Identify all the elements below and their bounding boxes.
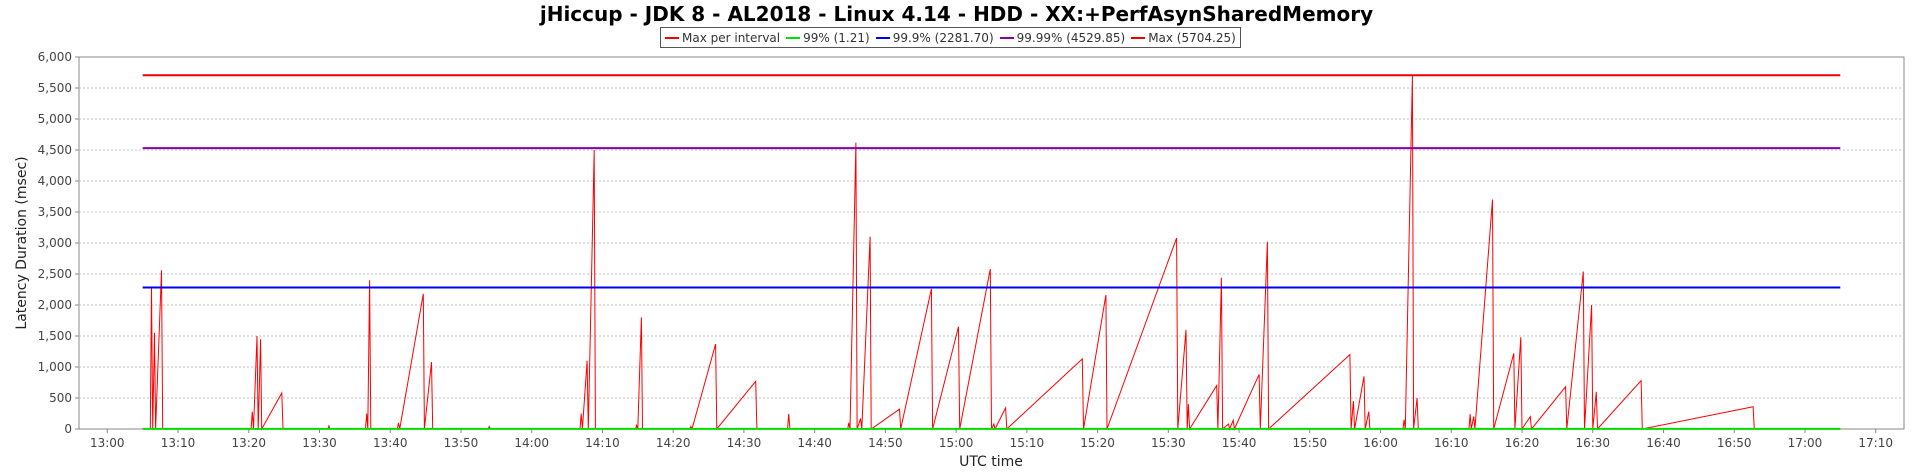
- x-tick-label: 16:10: [1434, 436, 1469, 450]
- y-tick-label: 4,500: [38, 143, 72, 157]
- x-tick-label: 16:00: [1363, 436, 1398, 450]
- y-tick-label: 5,500: [38, 81, 72, 95]
- legend-label: 99.99% (4529.85): [1016, 30, 1126, 45]
- x-tick-label: 15:00: [939, 436, 974, 450]
- y-tick-label: 500: [49, 391, 72, 405]
- y-tick-label: 3,000: [38, 236, 72, 250]
- y-tick-label: 0: [64, 422, 72, 436]
- y-tick-label: 2,000: [38, 298, 72, 312]
- y-tick-label: 6,000: [38, 50, 72, 64]
- legend-swatch: [1131, 36, 1146, 39]
- legend-item-p9999: 99.99% (4529.85): [999, 30, 1126, 45]
- legend-swatch: [875, 36, 890, 39]
- x-tick-label: 14:50: [868, 436, 903, 450]
- x-axis: 13:00 13:10 13:20 13:30 13:40 13:50 14:00 14:10…: [90, 429, 1893, 450]
- x-tick-label: 16:30: [1575, 436, 1610, 450]
- x-tick-label: 16:20: [1505, 436, 1540, 450]
- x-tick-label: 15:30: [1151, 436, 1186, 450]
- legend-item-p999: 99.9% (2281.70): [875, 30, 994, 45]
- legend-label: 99% (1.21): [803, 30, 870, 45]
- x-tick-label: 15:20: [1080, 436, 1115, 450]
- series-layer: [142, 74, 1841, 431]
- x-tick-label: 15:40: [1222, 436, 1257, 450]
- legend-item-max-per-interval: Max per interval: [665, 31, 780, 45]
- x-tick-label: 15:50: [1293, 436, 1328, 450]
- legend-item-max: Max (5704.25): [1131, 31, 1236, 45]
- chart-title: jHiccup - JDK 8 - AL2018 - Linux 4.14 - …: [539, 2, 1374, 26]
- x-tick-label: 13:10: [161, 436, 196, 450]
- legend-item-p99: 99% (1.21): [786, 31, 870, 45]
- y-tick-label: 1,500: [38, 329, 72, 343]
- x-tick-label: 17:00: [1788, 436, 1823, 450]
- x-tick-label: 13:00: [90, 436, 125, 450]
- x-tick-label: 13:30: [302, 436, 337, 450]
- x-tick-label: 16:50: [1717, 436, 1752, 450]
- legend-label: Max (5704.25): [1148, 30, 1236, 45]
- x-axis-title: UTC time: [959, 454, 1023, 470]
- x-tick-label: 13:50: [444, 436, 479, 450]
- legend: Max per interval 99% (1.21) 99.9% (2281.…: [660, 27, 1241, 48]
- x-tick-label: 15:10: [1010, 436, 1045, 450]
- x-tick-label: 14:40: [797, 436, 832, 450]
- y-tick-label: 3,500: [38, 205, 72, 219]
- y-tick-label: 2,500: [38, 267, 72, 281]
- x-tick-label: 13:40: [373, 436, 408, 450]
- y-axis: 0 500 1,000 1,500 2,000 2,500 3,000 3,500 4,000 4…: [38, 50, 79, 436]
- x-tick-label: 14:00: [514, 436, 549, 450]
- x-tick-label: 14:10: [585, 436, 620, 450]
- legend-swatch: [999, 36, 1014, 39]
- x-tick-label: 13:20: [231, 436, 266, 450]
- series-line-0: [142, 75, 1841, 431]
- legend-label: 99.9% (2281.70): [892, 30, 994, 45]
- legend-swatch: [786, 36, 801, 39]
- x-tick-label: 17:10: [1858, 436, 1893, 450]
- x-tick-label: 14:20: [656, 436, 691, 450]
- x-tick-label: 14:30: [727, 436, 762, 450]
- y-tick-label: 5,000: [38, 112, 72, 126]
- y-tick-label: 1,000: [38, 360, 72, 374]
- x-tick-label: 16:40: [1646, 436, 1681, 450]
- legend-swatch: [665, 36, 679, 39]
- y-axis-title: Latency Duration (msec): [14, 156, 30, 329]
- y-tick-label: 4,000: [38, 174, 72, 188]
- legend-label: Max per interval: [682, 30, 781, 45]
